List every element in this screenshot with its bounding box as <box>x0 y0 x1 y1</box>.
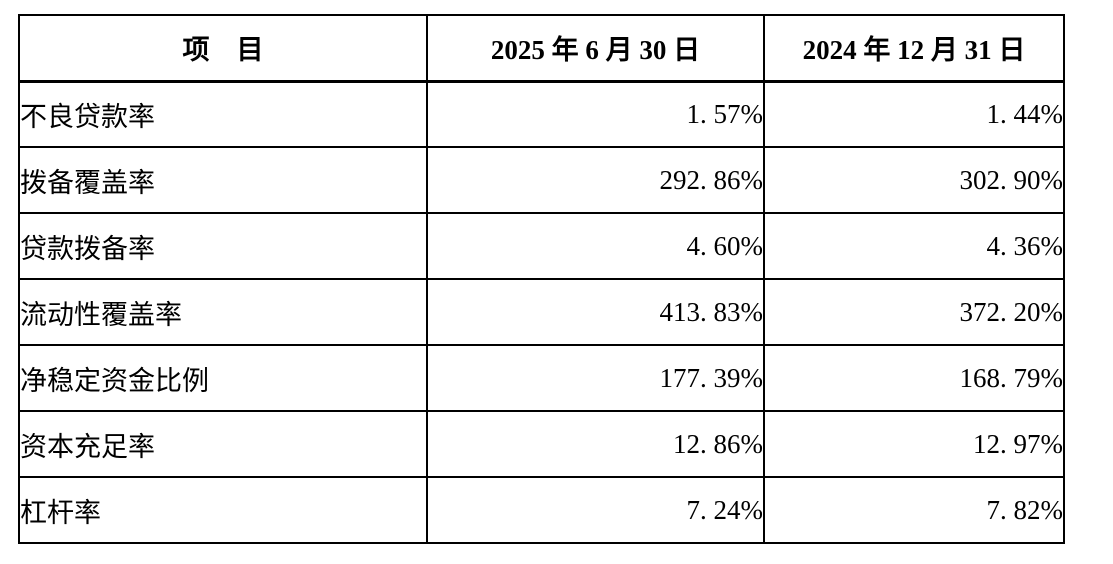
table-row: 不良贷款率 1. 57% 1. 44% <box>18 80 1065 148</box>
row-value-2025: 413. 83% <box>426 278 765 346</box>
table-row: 杠杆率 7. 24% 7. 82% <box>18 476 1065 544</box>
table-row: 拨备覆盖率 292. 86% 302. 90% <box>18 146 1065 214</box>
row-value-2025: 7. 24% <box>426 476 765 544</box>
table-row: 净稳定资金比例 177. 39% 168. 79% <box>18 344 1065 412</box>
row-label: 杠杆率 <box>18 476 428 544</box>
row-value-2024: 372. 20% <box>763 278 1065 346</box>
row-value-2025: 292. 86% <box>426 146 765 214</box>
row-value-2025: 4. 60% <box>426 212 765 280</box>
financial-ratios-table: 项 目 2025 年 6 月 30 日 2024 年 12 月 31 日 不良贷… <box>18 14 1065 544</box>
financial-ratios-table-wrap: 项 目 2025 年 6 月 30 日 2024 年 12 月 31 日 不良贷… <box>18 14 1065 544</box>
header-item-column: 项 目 <box>18 14 428 83</box>
row-value-2024: 7. 82% <box>763 476 1065 544</box>
table-row: 流动性覆盖率 413. 83% 372. 20% <box>18 278 1065 346</box>
row-value-2024: 12. 97% <box>763 410 1065 478</box>
row-value-2024: 1. 44% <box>763 80 1065 148</box>
header-date-2025: 2025 年 6 月 30 日 <box>426 14 765 83</box>
row-value-2025: 177. 39% <box>426 344 765 412</box>
row-label: 净稳定资金比例 <box>18 344 428 412</box>
row-label: 贷款拨备率 <box>18 212 428 280</box>
header-row: 项 目 2025 年 6 月 30 日 2024 年 12 月 31 日 <box>18 14 1065 83</box>
table-header: 项 目 2025 年 6 月 30 日 2024 年 12 月 31 日 <box>18 14 1065 83</box>
row-label: 资本充足率 <box>18 410 428 478</box>
table-row: 贷款拨备率 4. 60% 4. 36% <box>18 212 1065 280</box>
row-value-2024: 302. 90% <box>763 146 1065 214</box>
row-value-2025: 12. 86% <box>426 410 765 478</box>
row-value-2024: 168. 79% <box>763 344 1065 412</box>
table-body: 不良贷款率 1. 57% 1. 44% 拨备覆盖率 292. 86% 302. … <box>18 80 1065 544</box>
row-label: 拨备覆盖率 <box>18 146 428 214</box>
row-value-2024: 4. 36% <box>763 212 1065 280</box>
header-date-2024: 2024 年 12 月 31 日 <box>763 14 1065 83</box>
table-row: 资本充足率 12. 86% 12. 97% <box>18 410 1065 478</box>
row-label: 不良贷款率 <box>18 80 428 148</box>
row-value-2025: 1. 57% <box>426 80 765 148</box>
row-label: 流动性覆盖率 <box>18 278 428 346</box>
